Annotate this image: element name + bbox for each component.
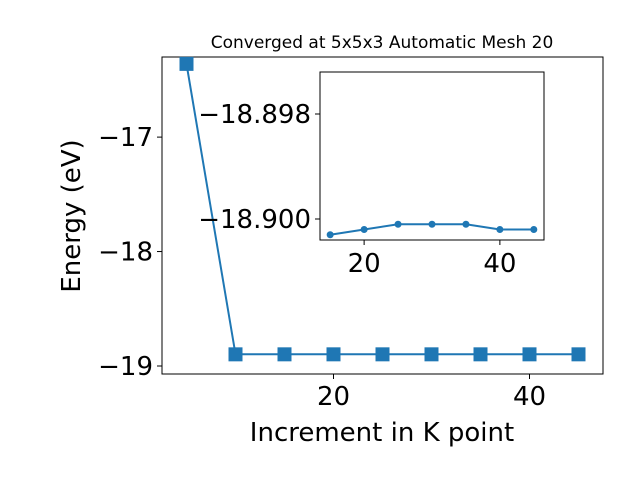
inset-data-point [394,220,402,228]
main-x-tick-label: 20 [317,382,350,412]
main-data-point [179,56,194,71]
inset-data-point [530,226,538,233]
inset-x-tick-label: 40 [483,249,516,279]
main-y-tick-label: −17 [98,123,153,153]
main-frame [161,56,604,375]
inset-data-point [462,220,470,228]
inset-data-point [428,220,436,228]
main-data-point [326,347,341,362]
inset-x-tick-label: 20 [348,249,381,279]
main-data-point [424,347,439,362]
main-plot: 20 40 −17 −18 −19 [98,56,604,412]
main-data-point [522,347,537,362]
main-data-point [473,347,488,362]
inset-y-tick-label: −18.900 [198,205,311,235]
main-y-tick-label: −18 [98,238,153,268]
y-axis-label: Energy (eV) [57,139,87,292]
main-x-tick-label: 40 [513,382,546,412]
main-data-point [375,347,390,362]
inset-plot: 20 40 −18.900 −18.898 [198,71,545,279]
chart-title: Converged at 5x5x3 Automatic Mesh 20 [211,33,554,53]
main-y-tick-label: −19 [98,352,153,382]
inset-y-tick-label: −18.898 [198,100,311,130]
inset-frame [319,71,545,241]
main-data-point [571,347,586,362]
inset-data-point [360,226,368,233]
x-axis-label: Increment in K point [250,418,514,448]
main-data-point [228,347,243,362]
inset-data-point [326,231,334,239]
inset-data-point [496,226,504,233]
main-data-point [277,347,292,362]
